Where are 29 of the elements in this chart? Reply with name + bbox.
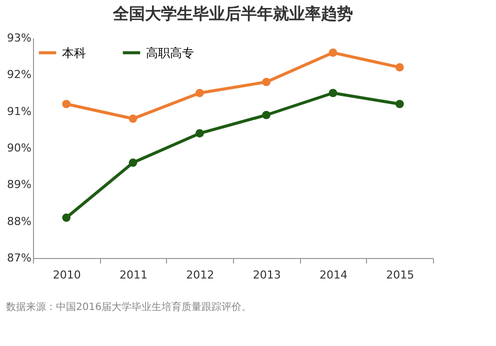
y-tick-label: 92% xyxy=(7,68,32,82)
x-tick-label: 2011 xyxy=(120,268,148,282)
point xyxy=(328,88,338,98)
legend-label: 高职高专 xyxy=(146,46,194,60)
point xyxy=(62,213,71,222)
x-tick-label: 2012 xyxy=(186,268,214,282)
point xyxy=(395,63,404,72)
point xyxy=(262,78,271,86)
x-tick-label: 2014 xyxy=(320,268,348,282)
point xyxy=(262,110,271,120)
x-tick-label: 2015 xyxy=(386,268,414,282)
x-tick-label: 2010 xyxy=(52,268,81,282)
y-tick-label: 93% xyxy=(7,32,32,44)
y-tick-label: 89% xyxy=(7,178,32,192)
x-tick-label: 2013 xyxy=(252,268,281,282)
point xyxy=(128,158,138,167)
y-tick-label: 91% xyxy=(7,104,32,118)
point xyxy=(128,114,138,123)
y-tick-label: 90% xyxy=(7,142,32,154)
source-note: 数据来源：中国2016届大学毕业生培育质量跟踪评价。 xyxy=(5,300,252,314)
y-tick-label: 88% xyxy=(7,214,32,228)
point xyxy=(62,100,71,108)
point xyxy=(395,100,404,108)
point xyxy=(328,48,338,57)
point xyxy=(195,129,204,138)
y-tick-label: 87% xyxy=(7,252,32,264)
chart-title: 全国大学生毕业后半年就业率趋势 xyxy=(112,4,353,23)
legend-label: 本科 xyxy=(62,46,86,60)
point xyxy=(195,88,204,98)
